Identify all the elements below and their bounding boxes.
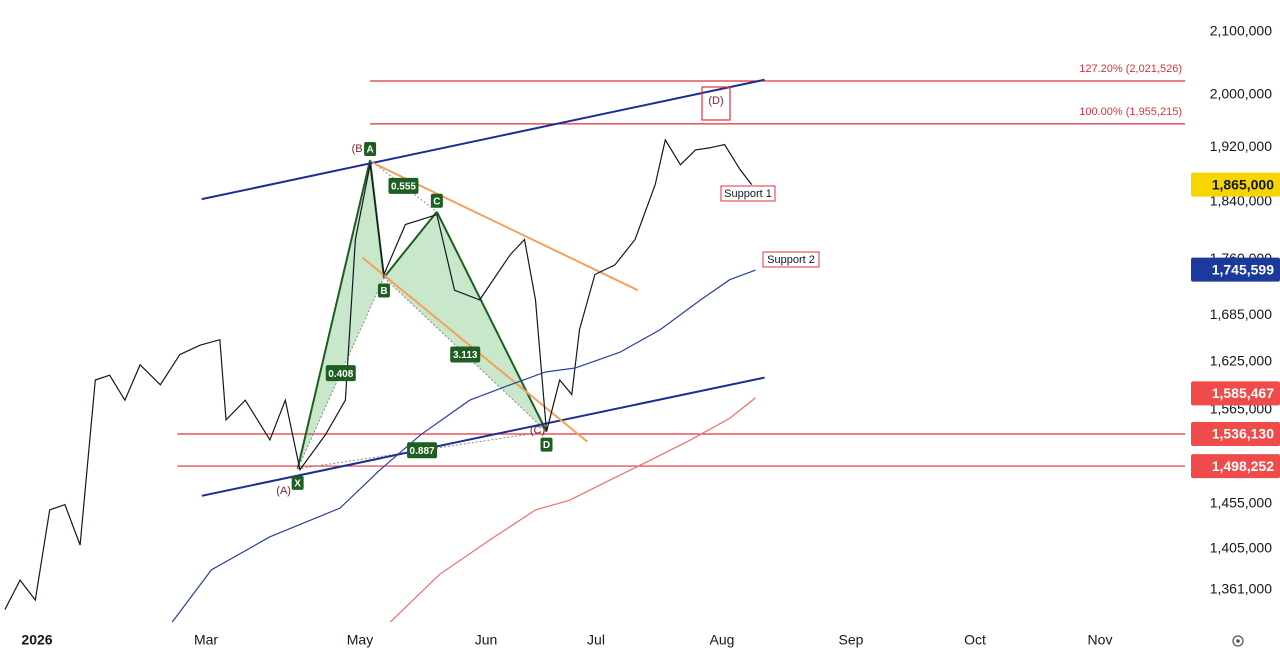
x-tick-label: Aug (710, 632, 735, 648)
series-line (171, 269, 756, 623)
ratio-label: 0.555 (391, 182, 416, 193)
y-tick-label: 1,361,000 (1210, 580, 1272, 596)
wave-label: (B (352, 143, 363, 155)
series-line (389, 397, 756, 623)
pattern-leg (296, 159, 372, 470)
point-label: A (366, 145, 373, 156)
support-box (720, 185, 776, 202)
point-label: X (294, 478, 301, 489)
ratio-box (325, 365, 356, 382)
x-tick-label: Mar (194, 632, 218, 648)
y-tick-label: 1,625,000 (1210, 352, 1272, 368)
wave-label: (C) (530, 424, 545, 436)
pattern-leg (435, 211, 548, 433)
y-tick-label: 1,840,000 (1210, 193, 1272, 209)
fib-label: 127.20% (2,021,526) (1079, 63, 1182, 75)
x-tick-label: Jun (475, 632, 498, 648)
point-box (540, 437, 553, 452)
x-tick-label: 2026 (21, 632, 52, 648)
trend-line (201, 78, 765, 201)
ratio-label: 0.408 (328, 369, 353, 380)
y-tick-label: 1,455,000 (1210, 494, 1272, 510)
ratio-box (407, 442, 438, 459)
point-label: C (433, 196, 440, 207)
y-tick-label: 2,000,000 (1210, 85, 1272, 101)
support-label: Support 2 (767, 254, 815, 266)
pattern-ratio-line (383, 277, 547, 432)
pattern-triangle (383, 211, 547, 432)
price-badge-label: 1,585,467 (1212, 385, 1274, 401)
point-box (364, 142, 377, 157)
x-tick-label: May (347, 632, 373, 648)
wave-box (701, 86, 731, 121)
x-tick-label: Sep (839, 632, 864, 648)
point-label: D (543, 440, 550, 451)
support-box (762, 251, 820, 268)
price-badge (1191, 421, 1280, 446)
point-box (291, 475, 304, 490)
series-line (4, 138, 753, 610)
ratio-box (450, 346, 481, 363)
x-tick-label: Jul (587, 632, 605, 648)
pattern-leg (383, 211, 438, 279)
fib-label: 100.00% (1,955,215) (1079, 106, 1182, 118)
settings-icon-dot (1236, 639, 1240, 643)
price-badge-label: 1,865,000 (1212, 176, 1274, 192)
price-badge-label: 1,536,130 (1212, 426, 1274, 442)
y-tick-label: 1,920,000 (1210, 138, 1272, 154)
x-tick-label: Nov (1088, 632, 1113, 648)
price-badge-label: 1,498,252 (1212, 458, 1274, 474)
x-tick-label: Oct (964, 632, 986, 648)
support-label: Support 1 (724, 188, 772, 200)
point-box (430, 193, 443, 208)
price-badge-label: 1,745,599 (1212, 261, 1274, 277)
ratio-label: 0.887 (410, 446, 435, 457)
price-badge (1191, 257, 1280, 282)
point-label: B (380, 286, 387, 297)
ratio-box (388, 177, 419, 194)
y-tick-label: 2,100,000 (1210, 23, 1272, 39)
price-badge (1191, 454, 1280, 479)
wave-label: (A) (276, 485, 291, 497)
settings-icon[interactable] (1232, 635, 1244, 647)
point-box (377, 283, 390, 298)
pattern-triangle (297, 160, 384, 469)
wave-label: (D) (708, 95, 723, 107)
price-badge (1191, 381, 1280, 406)
y-tick-label: 1,685,000 (1210, 306, 1272, 322)
price-badge (1191, 172, 1280, 197)
y-tick-label: 1,405,000 (1210, 539, 1272, 555)
ratio-label: 3.113 (453, 350, 478, 361)
